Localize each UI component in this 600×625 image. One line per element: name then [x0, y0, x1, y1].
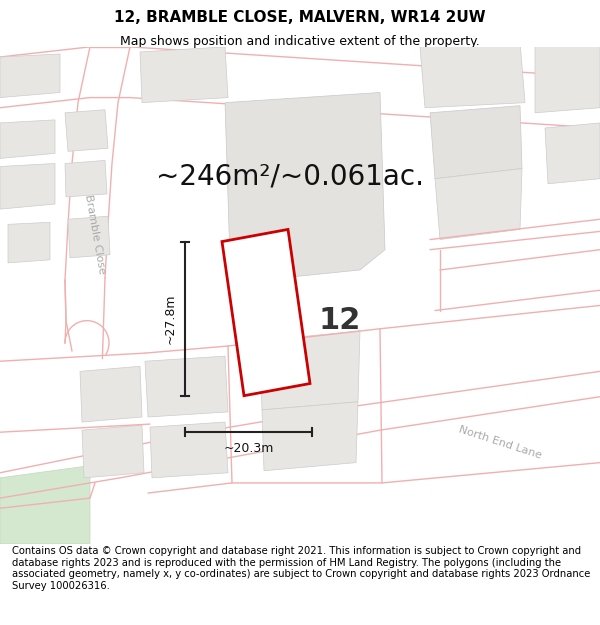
Polygon shape [145, 356, 228, 417]
Text: 12, BRAMBLE CLOSE, MALVERN, WR14 2UW: 12, BRAMBLE CLOSE, MALVERN, WR14 2UW [114, 10, 486, 25]
Polygon shape [65, 161, 107, 197]
Text: ~20.3m: ~20.3m [223, 442, 274, 456]
Polygon shape [0, 466, 90, 544]
Text: 12: 12 [319, 306, 361, 335]
Polygon shape [82, 425, 144, 478]
Polygon shape [420, 42, 525, 107]
Polygon shape [430, 106, 522, 179]
Text: Bramble Close: Bramble Close [83, 194, 107, 275]
Polygon shape [68, 216, 110, 258]
Text: ~27.8m: ~27.8m [164, 293, 177, 344]
Polygon shape [225, 92, 385, 280]
Polygon shape [80, 366, 142, 422]
Text: ~246m²/~0.061ac.: ~246m²/~0.061ac. [156, 162, 424, 191]
Polygon shape [262, 402, 358, 471]
Polygon shape [140, 47, 228, 102]
Polygon shape [545, 123, 600, 184]
Polygon shape [260, 331, 360, 410]
Polygon shape [535, 42, 600, 112]
Polygon shape [0, 54, 60, 98]
Polygon shape [435, 169, 522, 239]
Polygon shape [222, 229, 310, 396]
Text: North End Lane: North End Lane [457, 424, 543, 461]
Polygon shape [65, 110, 108, 151]
Text: Contains OS data © Crown copyright and database right 2021. This information is : Contains OS data © Crown copyright and d… [12, 546, 590, 591]
Polygon shape [150, 422, 228, 478]
Text: Map shows position and indicative extent of the property.: Map shows position and indicative extent… [120, 35, 480, 48]
Polygon shape [8, 222, 50, 263]
Polygon shape [0, 164, 55, 209]
Polygon shape [0, 120, 55, 158]
